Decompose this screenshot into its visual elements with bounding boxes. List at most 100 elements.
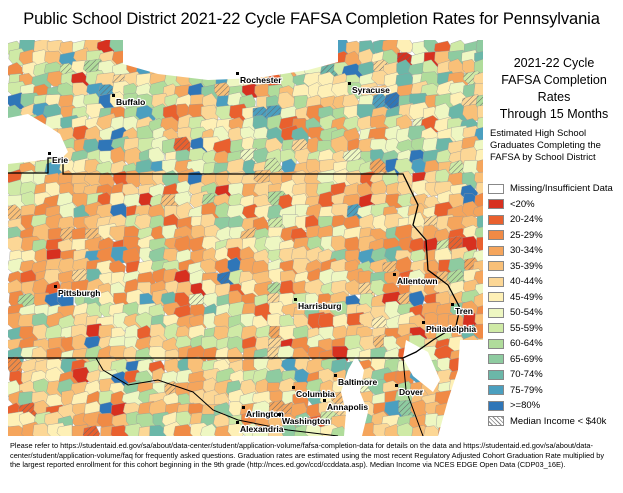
city-label: Washington <box>282 416 330 426</box>
legend-item: 65-69% <box>488 352 613 368</box>
legend-item: 50-54% <box>488 305 613 321</box>
legend-item: 45-49% <box>488 290 613 306</box>
city-marker <box>348 82 351 85</box>
lake-ontario <box>123 40 338 80</box>
legend-label: 35-39% <box>510 260 543 272</box>
map-title: Public School District 2021-22 Cycle FAF… <box>23 10 600 28</box>
low-income-hatch <box>83 425 100 436</box>
city-marker <box>236 421 239 424</box>
legend-label: 70-74% <box>510 369 543 381</box>
district-area[interactable] <box>473 323 484 342</box>
legend-swatch <box>488 369 504 380</box>
legend-subtitle-line: Graduates Completing the <box>490 140 601 151</box>
legend-label: 45-49% <box>510 291 543 303</box>
legend-item: 70-74% <box>488 367 613 383</box>
city-marker <box>242 406 245 409</box>
district-area[interactable] <box>149 424 169 436</box>
legend-swatch <box>488 385 504 396</box>
city-marker <box>54 285 57 288</box>
legend-item: 35-39% <box>488 259 613 275</box>
district-area[interactable] <box>173 424 195 436</box>
legend-label: >=80% <box>510 400 541 412</box>
city-marker <box>292 386 295 389</box>
legend-items: Missing/Insufficient Data <20% 20-24% 25-29… <box>488 181 613 429</box>
chesapeake-bay <box>341 356 368 436</box>
legend-item: 30-34% <box>488 243 613 259</box>
legend-label: 50-54% <box>510 307 543 319</box>
legend-heading-line: 2021-22 Cycle <box>513 56 595 70</box>
legend-label: 20-24% <box>510 214 543 226</box>
legend-label: 60-64% <box>510 338 543 350</box>
legend-item: 40-44% <box>488 274 613 290</box>
legend-label: 30-34% <box>510 245 543 257</box>
district-area[interactable] <box>473 270 483 286</box>
legend-subtitle: Estimated High School Graduates Completi… <box>488 128 620 164</box>
legend-swatch <box>488 230 504 241</box>
district-area[interactable] <box>342 115 362 133</box>
district-area[interactable] <box>200 423 219 436</box>
map-legend: 2021-22 Cycle FAFSA Completion Rates Thr… <box>488 55 620 427</box>
legend-label: 65-69% <box>510 353 543 365</box>
legend-item: <20% <box>488 197 613 213</box>
legend-heading: 2021-22 Cycle FAFSA Completion Rates Thr… <box>488 55 620 123</box>
legend-item: 20-24% <box>488 212 613 228</box>
legend-swatch <box>488 292 504 303</box>
district-cells <box>8 40 483 436</box>
low-income-hatch <box>384 92 403 110</box>
low-income-hatch <box>369 158 388 176</box>
legend-label: Median Income < $40k <box>510 415 607 427</box>
lake-erie <box>8 114 68 164</box>
low-income-hatch <box>8 204 23 223</box>
city-label: Columbia <box>296 389 335 399</box>
footnote: Please refer to https://studentaid.ed.go… <box>10 441 605 470</box>
pennsylvania-border <box>8 157 461 359</box>
delaware-bay <box>403 340 440 392</box>
district-area[interactable] <box>359 311 376 328</box>
legend-swatch <box>488 323 504 334</box>
legend-label: 25-29% <box>510 229 543 241</box>
legend-item: Missing/Insufficient Data <box>488 181 613 197</box>
legend-swatch <box>488 245 504 256</box>
legend-item: 55-59% <box>488 321 613 337</box>
district-area[interactable] <box>72 366 91 384</box>
low-income-hatch <box>214 82 230 99</box>
legend-swatch <box>488 261 504 272</box>
legend-subtitle-line: FAFSA by School District <box>490 152 596 163</box>
legend-item: Median Income < $40k <box>488 414 613 430</box>
city-label: Annapolis <box>327 402 368 412</box>
city-marker <box>334 374 337 377</box>
city-marker <box>422 321 425 324</box>
city-marker <box>323 399 326 402</box>
city-label: Harrisburg <box>298 301 341 311</box>
city-label: Erie <box>52 155 68 165</box>
district-area[interactable] <box>423 425 442 436</box>
district-area[interactable] <box>200 258 219 274</box>
legend-swatch <box>488 400 504 411</box>
legend-label: 40-44% <box>510 276 543 288</box>
legend-item: >=80% <box>488 398 613 414</box>
city-marker <box>451 303 454 306</box>
district-area[interactable] <box>32 323 50 340</box>
low-income-hatch <box>267 281 285 297</box>
city-label: Dover <box>399 387 424 397</box>
legend-item: 75-79% <box>488 383 613 399</box>
legend-swatch <box>488 183 504 194</box>
city-marker <box>112 94 115 97</box>
delaware-border <box>402 357 424 436</box>
legend-label: <20% <box>510 198 535 210</box>
legend-label: 55-59% <box>510 322 543 334</box>
legend-heading-line: Through 15 Months <box>499 107 609 121</box>
district-area[interactable] <box>227 423 245 437</box>
district-area[interactable] <box>110 424 129 436</box>
legend-swatch <box>488 199 504 210</box>
city-label: Arlington <box>246 409 284 419</box>
city-marker <box>393 273 396 276</box>
choropleth-map[interactable]: Rochester Syracuse Buffalo Erie Allentown Pit… <box>8 40 483 436</box>
legend-label: 75-79% <box>510 384 543 396</box>
district-area[interactable] <box>396 40 414 54</box>
city-label: Alexandria <box>240 424 284 434</box>
legend-swatch <box>488 276 504 287</box>
city-label: Rochester <box>240 75 282 85</box>
legend-swatch <box>488 416 504 427</box>
legend-swatch <box>488 214 504 225</box>
